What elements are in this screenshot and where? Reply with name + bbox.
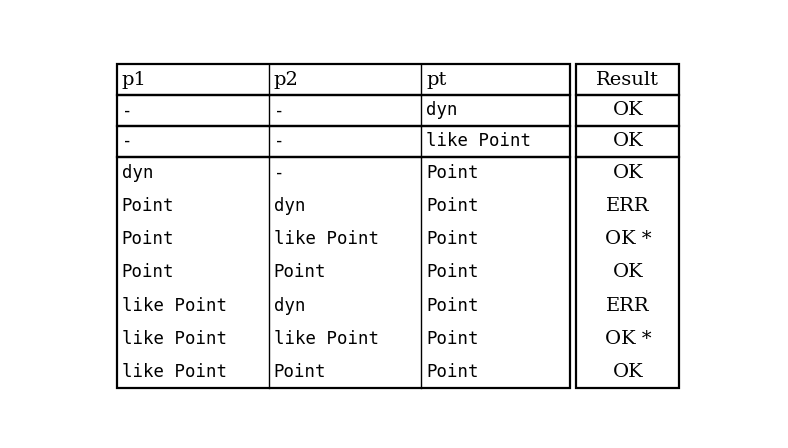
Text: Point: Point bbox=[274, 263, 326, 281]
Text: like Point: like Point bbox=[274, 230, 379, 248]
Text: p1: p1 bbox=[121, 70, 147, 89]
Text: -: - bbox=[274, 164, 284, 182]
Text: -: - bbox=[121, 132, 132, 150]
Text: Point: Point bbox=[121, 263, 174, 281]
Text: dyn: dyn bbox=[426, 101, 458, 119]
Text: like Point: like Point bbox=[274, 330, 379, 348]
Bar bbox=[117, 64, 571, 95]
Text: -: - bbox=[274, 101, 284, 119]
Text: Point: Point bbox=[121, 197, 174, 215]
Text: Point: Point bbox=[426, 297, 478, 314]
Bar bbox=[117, 95, 571, 126]
Bar bbox=[576, 95, 679, 126]
Text: p2: p2 bbox=[274, 70, 299, 89]
Text: Point: Point bbox=[426, 164, 478, 182]
Text: OK: OK bbox=[612, 363, 643, 381]
Text: Point: Point bbox=[426, 230, 478, 248]
Text: OK *: OK * bbox=[604, 330, 651, 348]
Text: OK: OK bbox=[612, 164, 643, 182]
Bar bbox=[117, 126, 571, 156]
Text: like Point: like Point bbox=[121, 363, 227, 381]
Text: like Point: like Point bbox=[121, 330, 227, 348]
Text: Point: Point bbox=[274, 363, 326, 381]
Bar bbox=[576, 156, 679, 388]
Bar bbox=[576, 126, 679, 156]
Text: pt: pt bbox=[426, 70, 446, 89]
Text: OK: OK bbox=[612, 101, 643, 119]
Text: OK: OK bbox=[612, 263, 643, 281]
Text: like Point: like Point bbox=[426, 132, 531, 150]
Text: Point: Point bbox=[426, 197, 478, 215]
Text: dyn: dyn bbox=[274, 297, 305, 314]
Text: Result: Result bbox=[597, 70, 660, 89]
Bar bbox=[117, 156, 571, 388]
Text: ERR: ERR bbox=[606, 197, 649, 215]
Bar bbox=[576, 64, 679, 95]
Text: OK: OK bbox=[612, 132, 643, 150]
Text: -: - bbox=[274, 132, 284, 150]
Text: Point: Point bbox=[426, 330, 478, 348]
Text: dyn: dyn bbox=[121, 164, 153, 182]
Text: -: - bbox=[121, 101, 132, 119]
Text: Point: Point bbox=[426, 363, 478, 381]
Text: Point: Point bbox=[426, 263, 478, 281]
Text: OK *: OK * bbox=[604, 230, 651, 248]
Text: ERR: ERR bbox=[606, 297, 649, 314]
Text: Point: Point bbox=[121, 230, 174, 248]
Text: dyn: dyn bbox=[274, 197, 305, 215]
Text: like Point: like Point bbox=[121, 297, 227, 314]
